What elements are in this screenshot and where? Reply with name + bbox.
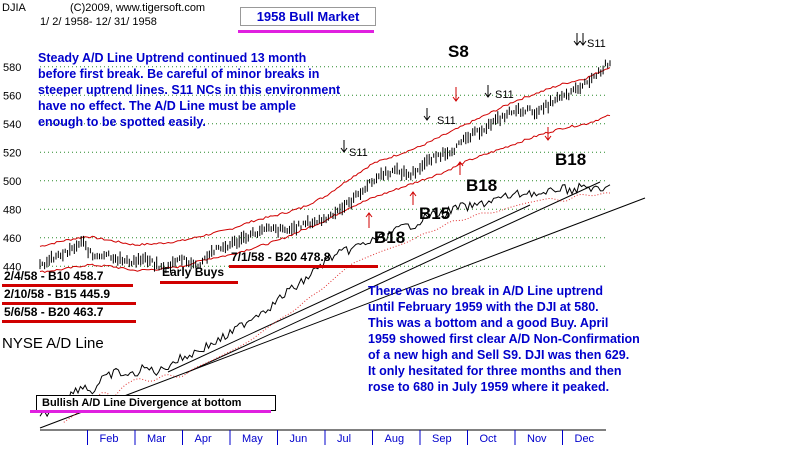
buy-list-underline-3 bbox=[2, 320, 136, 323]
top-note-line-5: enough to be spotted easily. bbox=[38, 115, 206, 129]
x-axis: Feb Mar Apr May Jun Jul Aug Sep Oct Nov Dec bbox=[40, 429, 606, 445]
bottom-note-line-6: It only hesitated for three months and t… bbox=[368, 364, 622, 378]
lower-band-line bbox=[39, 114, 611, 273]
upper-band-line bbox=[39, 67, 611, 247]
signal-arrows bbox=[340, 33, 587, 228]
chart-title: 1958 Bull Market bbox=[240, 7, 376, 26]
trend-line bbox=[167, 204, 531, 373]
signal-b18-nov: B18 bbox=[555, 150, 587, 169]
y-tick-label: 440 bbox=[3, 261, 21, 273]
x-tick-label: Jul bbox=[337, 433, 351, 445]
bottom-note-line-1: There was no break in A/D Line uptrend bbox=[368, 284, 603, 298]
x-tick-label: Feb bbox=[100, 433, 119, 445]
trend-lines bbox=[39, 181, 646, 429]
y-tick-label: 460 bbox=[3, 233, 21, 245]
buy-list-item-1: 2/4/58 - B10 458.7 bbox=[4, 269, 104, 283]
title-underline bbox=[238, 30, 374, 33]
y-tick-label: 560 bbox=[3, 90, 21, 102]
arrow-s11-jul-head bbox=[340, 147, 348, 153]
buy-list-item-3: 5/6/58 - B20 463.7 bbox=[4, 305, 104, 319]
symbol-label: DJIA bbox=[2, 2, 26, 14]
x-tick-label: Aug bbox=[385, 433, 405, 445]
bottom-note-line-5: of a new high and Sell S9. DJI was then … bbox=[368, 348, 630, 362]
arrow-s11-sep-head bbox=[423, 115, 431, 121]
trend-line bbox=[185, 181, 601, 374]
top-note-line-4: have no effect. The A/D Line must be amp… bbox=[38, 99, 296, 113]
ad-line-label: NYSE A/D Line bbox=[2, 335, 104, 352]
x-tick-label: Apr bbox=[195, 433, 212, 445]
arrow-s11-dec-b-head bbox=[579, 40, 587, 46]
top-note-line-1: Steady A/D Line Uptrend continued 13 mon… bbox=[38, 51, 307, 65]
top-note-line-2: before first break. Be careful of minor … bbox=[38, 67, 320, 81]
bottom-note-line-2: until February 1959 with the DJI at 580. bbox=[368, 300, 599, 314]
series-group bbox=[39, 59, 611, 423]
y-tick-label: 480 bbox=[3, 204, 21, 216]
x-tick-label: Mar bbox=[147, 433, 166, 445]
y-tick-label: 520 bbox=[3, 147, 21, 159]
x-tick-label: Dec bbox=[575, 433, 595, 445]
ad-line bbox=[39, 182, 611, 418]
y-tick-label: 580 bbox=[3, 62, 21, 74]
trend-line bbox=[39, 197, 646, 429]
x-tick-label: Oct bbox=[480, 433, 497, 445]
july-buy-label: 7/1/58 - B20 478.8 bbox=[231, 250, 331, 264]
arrow-s11-oct-head bbox=[484, 92, 492, 98]
buy-list-underline-1 bbox=[2, 284, 133, 287]
y-axis-ticks: 440 460 480 500 520 540 560 580 bbox=[3, 62, 21, 273]
divergence-underline bbox=[30, 410, 271, 413]
signal-b15-aug: B15 bbox=[419, 204, 451, 223]
y-tick-label: 500 bbox=[3, 176, 21, 188]
date-range-label: 1/ 2/ 1958- 12/ 31/ 1958 bbox=[40, 16, 157, 28]
arrow-buy-nov-head bbox=[544, 135, 552, 141]
arrow-buy-sep-head bbox=[456, 161, 464, 167]
signal-s11-jul: S11 bbox=[349, 147, 368, 159]
bottom-note-line-3: This was a bottom and a good Buy. April bbox=[368, 316, 609, 330]
july-buy-underline bbox=[229, 265, 378, 268]
signal-s11-dec: S11 bbox=[587, 38, 606, 50]
signal-s8: S8 bbox=[448, 42, 469, 61]
buy-list-item-2: 2/10/58 - B15 445.9 bbox=[4, 287, 111, 301]
top-note-line-3: steeper uptrend lines. S11 NCs in this e… bbox=[38, 83, 341, 97]
copyright-label: (C)2009, www.tigersoft.com bbox=[70, 2, 206, 14]
y-tick-label: 540 bbox=[3, 119, 21, 131]
x-tick-label: Sep bbox=[432, 433, 452, 445]
arrow-s11-dec-a-head bbox=[573, 40, 581, 46]
bottom-note-line-4: 1959 showed first clear A/D Non-Confirma… bbox=[368, 332, 640, 346]
arrow-sell-sep-head bbox=[452, 96, 460, 102]
arrow-buy-aug-head bbox=[409, 191, 417, 197]
buy-list-underline-2 bbox=[2, 302, 136, 305]
signal-b18-sep: B18 bbox=[466, 176, 498, 195]
x-tick-label: May bbox=[242, 433, 263, 445]
x-tick-label: Nov bbox=[527, 433, 547, 445]
ad-moving-average bbox=[63, 192, 611, 423]
signal-s11-sep: S11 bbox=[437, 115, 456, 127]
signal-s11-oct: S11 bbox=[495, 89, 514, 101]
early-buys-underline bbox=[160, 281, 238, 284]
arrow-buy-jul-head bbox=[365, 212, 373, 218]
x-tick-label: Jun bbox=[290, 433, 308, 445]
divergence-label: Bullish A/D Line Divergence at bottom bbox=[36, 395, 276, 411]
signal-b18-jul: B18 bbox=[374, 228, 406, 247]
bottom-note-line-7: rose to 680 in July 1959 where it peaked… bbox=[368, 380, 610, 394]
early-buys-label: Early Buys bbox=[162, 265, 225, 279]
